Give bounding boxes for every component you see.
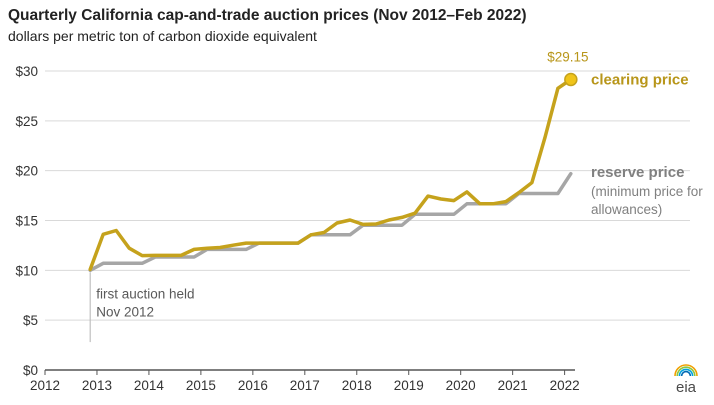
y-tick-label: $15 (15, 214, 38, 229)
x-tick-label: 2014 (134, 378, 165, 393)
eia-logo-icon: eia (674, 364, 698, 396)
chart-labels: first auction held Nov 2012 $29.15clearing… (96, 49, 703, 319)
clearing-price-line (88, 77, 573, 272)
y-tick-label: $0 (23, 363, 38, 378)
chart-subtitle: dollars per metric ton of carbon dioxide… (8, 28, 317, 44)
eia-logo-arc (676, 366, 696, 377)
x-tick-label: 2022 (550, 378, 580, 393)
eia-logo-text: eia (676, 379, 697, 396)
eia-logo-arc (678, 368, 694, 377)
x-tick-label: 2015 (186, 378, 216, 393)
reserve-price-description-line2: allowances) (591, 202, 662, 217)
x-tick-label: 2020 (446, 378, 476, 393)
x-tick-label: 2017 (290, 378, 320, 393)
chart-title: Quarterly California cap-and-trade aucti… (8, 7, 527, 24)
x-tick-label: 2018 (342, 378, 372, 393)
x-tick-label: 2021 (498, 378, 528, 393)
y-tick-label: $25 (15, 114, 38, 129)
eia-logo-arc (680, 370, 692, 377)
x-tick-label: 2012 (30, 378, 60, 393)
reserve-price-description-line1: (minimum price for (591, 184, 703, 199)
clearing-price-end-marker (564, 72, 578, 87)
axes: $0 $5 $10 $15 $20 $25 $30 2012 2013 2014 2015 2016 2… (15, 64, 579, 393)
y-tick-label: $20 (15, 164, 38, 179)
x-tick-label: 2016 (238, 378, 268, 393)
first-auction-date: Nov 2012 (96, 304, 154, 319)
gridlines (45, 70, 690, 321)
first-auction-label: first auction held (96, 286, 194, 301)
clearing-price-label: clearing price (591, 71, 689, 88)
series-lines (88, 72, 578, 273)
y-tick-label: $5 (23, 313, 38, 328)
clearing-price-end-value: $29.15 (547, 49, 588, 64)
x-tick-label: 2019 (394, 378, 424, 393)
y-tick-label: $30 (15, 64, 38, 79)
y-tick-label: $10 (15, 263, 38, 278)
reserve-price-label: reserve price (591, 164, 684, 181)
eia-logo: eia (674, 364, 698, 396)
x-tick-label: 2013 (82, 378, 112, 393)
eia-logo-arc (674, 364, 698, 377)
